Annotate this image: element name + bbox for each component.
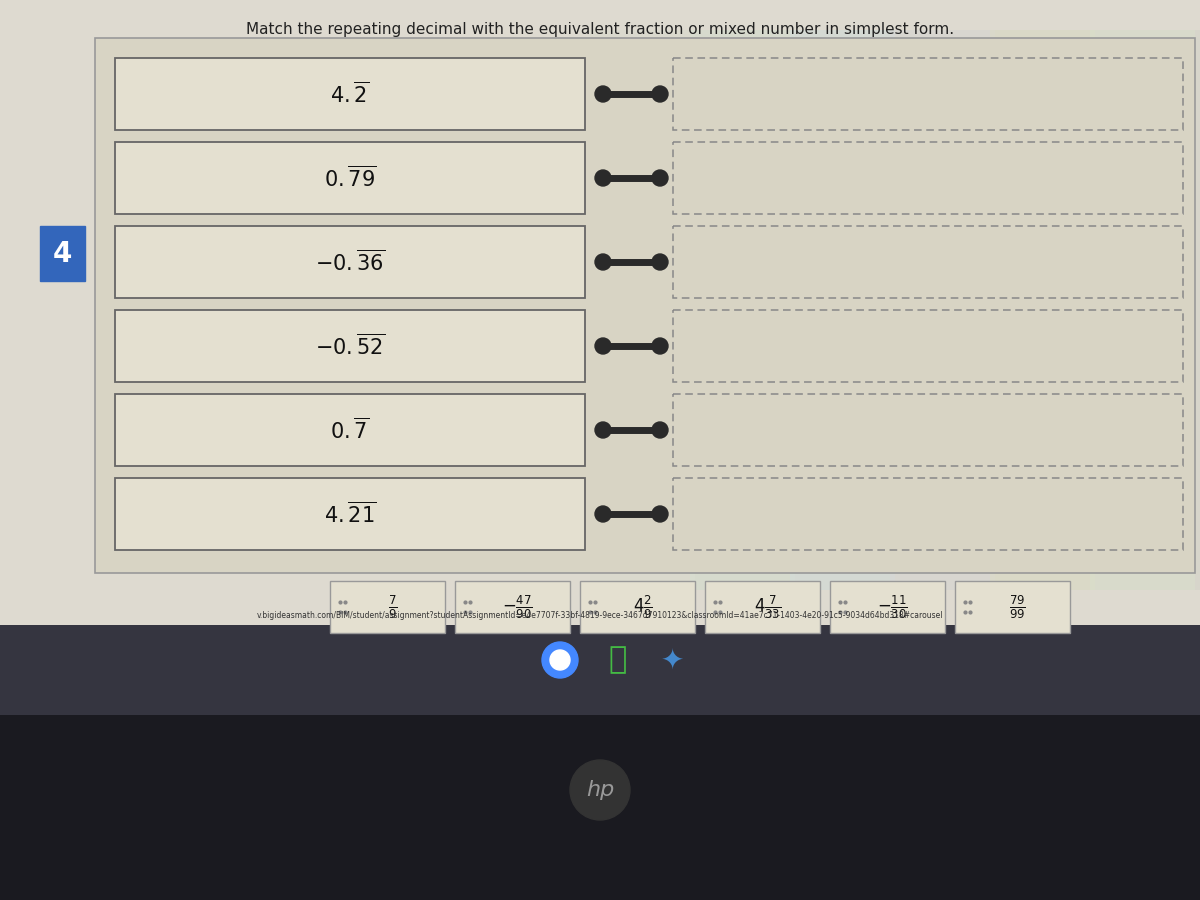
- Text: 𝒲: 𝒲: [608, 645, 628, 674]
- Bar: [0, 0, 1200, 625]
- Text: $-0.\overline{52}$: $-0.\overline{52}$: [314, 333, 385, 359]
- Bar: [40, 226, 85, 281]
- Text: $4\frac{2}{9}$: $4\frac{2}{9}$: [632, 593, 653, 621]
- Circle shape: [595, 254, 611, 270]
- Bar: [590, 30, 1200, 590]
- Bar: [673, 478, 1183, 550]
- Text: $4.\overline{21}$: $4.\overline{21}$: [324, 501, 377, 526]
- Text: ✦: ✦: [660, 646, 684, 674]
- Circle shape: [595, 338, 611, 354]
- Text: $-0.\overline{36}$: $-0.\overline{36}$: [314, 249, 385, 274]
- Circle shape: [652, 422, 668, 438]
- Bar: [690, 30, 796, 590]
- Circle shape: [542, 642, 578, 678]
- Circle shape: [595, 170, 611, 186]
- Circle shape: [652, 86, 668, 102]
- Bar: [706, 581, 820, 633]
- Bar: [115, 310, 586, 382]
- Circle shape: [570, 760, 630, 820]
- Circle shape: [652, 170, 668, 186]
- Text: hp: hp: [586, 780, 614, 800]
- Text: $\frac{79}{99}$: $\frac{79}{99}$: [1009, 593, 1026, 621]
- Text: $\frac{7}{9}$: $\frac{7}{9}$: [388, 593, 397, 621]
- Bar: [580, 581, 695, 633]
- Bar: [590, 30, 695, 590]
- Text: 4: 4: [53, 239, 72, 267]
- Circle shape: [595, 86, 611, 102]
- Text: $4.\overline{2}$: $4.\overline{2}$: [330, 81, 370, 107]
- Bar: [330, 581, 445, 633]
- Bar: [115, 142, 586, 214]
- Bar: [955, 581, 1070, 633]
- Bar: [115, 394, 586, 466]
- Text: v.bigideasmath.com/BIM/student/assignment?studentAssignmentId=e4e7707f-33bf-4819: v.bigideasmath.com/BIM/student/assignmen…: [257, 610, 943, 619]
- Circle shape: [652, 506, 668, 522]
- Bar: [1090, 30, 1195, 590]
- Bar: [790, 30, 895, 590]
- Bar: [0, 715, 1200, 900]
- Bar: [673, 310, 1183, 382]
- Bar: [673, 142, 1183, 214]
- Text: $4\frac{7}{33}$: $4\frac{7}{33}$: [754, 593, 781, 621]
- Bar: [95, 38, 1195, 573]
- Bar: [990, 30, 1096, 590]
- Circle shape: [595, 506, 611, 522]
- Circle shape: [550, 650, 570, 670]
- Bar: [673, 226, 1183, 298]
- Bar: [830, 581, 946, 633]
- Bar: [455, 581, 570, 633]
- Bar: [115, 478, 586, 550]
- Text: $0.\overline{79}$: $0.\overline{79}$: [324, 166, 377, 191]
- Bar: [115, 58, 586, 130]
- Bar: [673, 58, 1183, 130]
- Text: $-\frac{11}{30}$: $-\frac{11}{30}$: [877, 593, 908, 621]
- Circle shape: [595, 422, 611, 438]
- Circle shape: [652, 254, 668, 270]
- Circle shape: [652, 338, 668, 354]
- Bar: [890, 30, 995, 590]
- Bar: [0, 625, 1200, 715]
- Bar: [673, 394, 1183, 466]
- Text: $-\frac{47}{90}$: $-\frac{47}{90}$: [502, 593, 533, 621]
- Text: $0.\overline{7}$: $0.\overline{7}$: [330, 418, 370, 443]
- Bar: [115, 226, 586, 298]
- Text: Match the repeating decimal with the equivalent fraction or mixed number in simp: Match the repeating decimal with the equ…: [246, 22, 954, 37]
